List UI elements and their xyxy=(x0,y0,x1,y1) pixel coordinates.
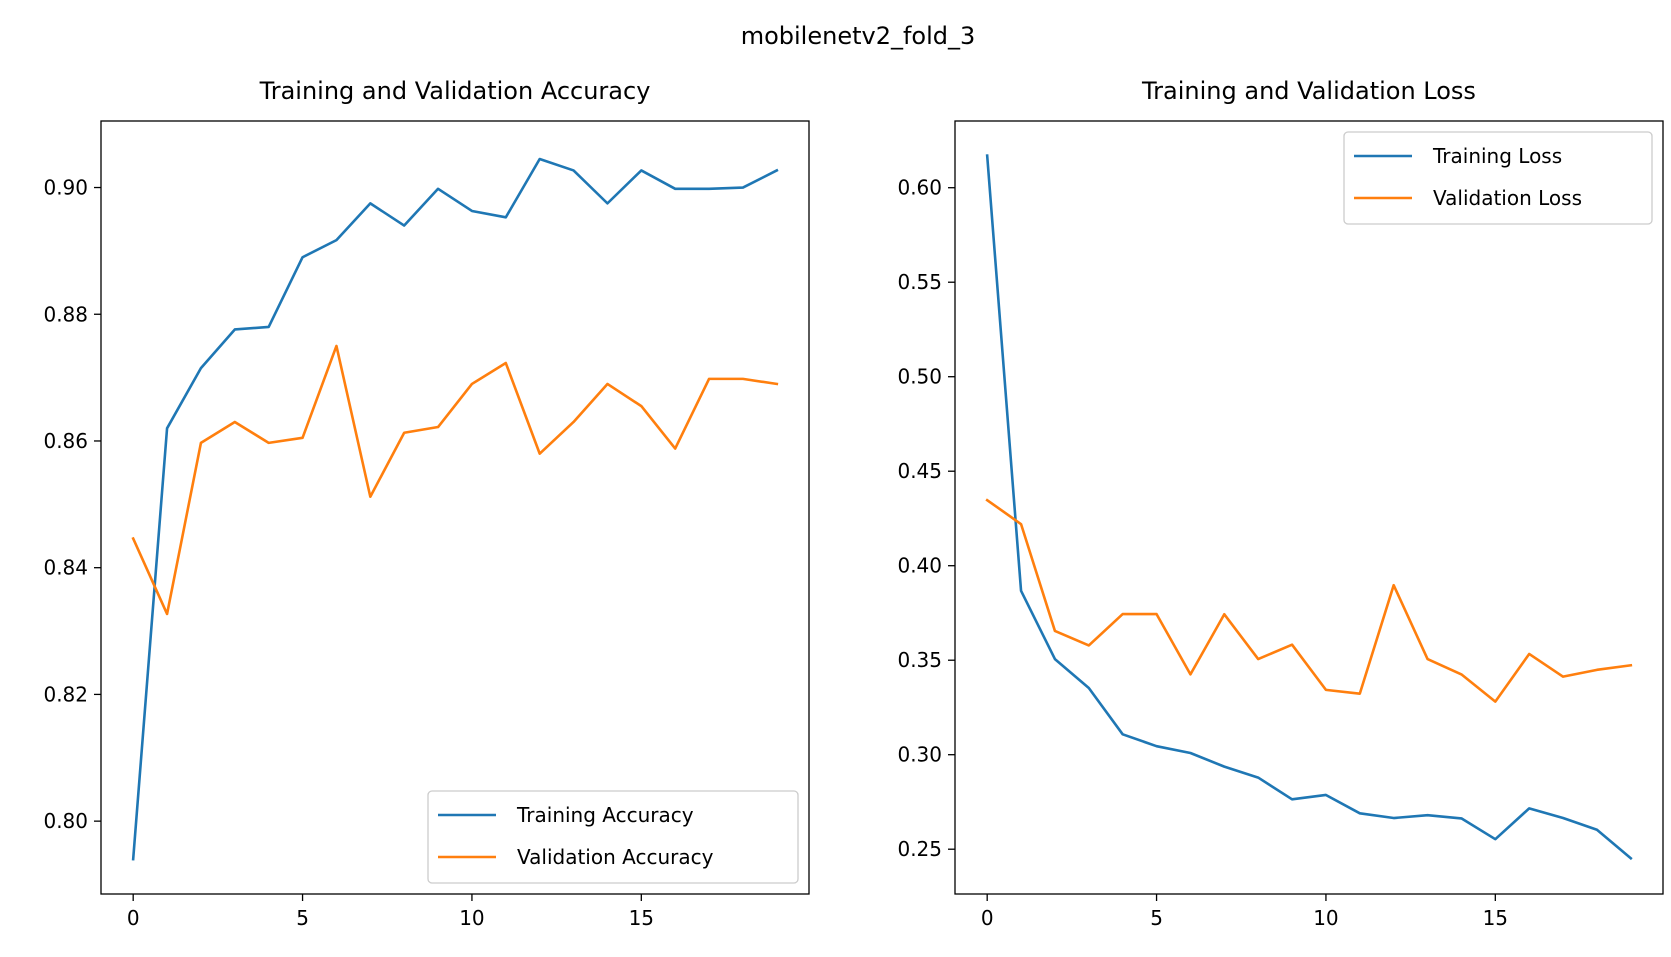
accuracy-y-tick-label: 0.88 xyxy=(43,302,88,326)
accuracy-x-tick-label: 5 xyxy=(296,906,309,930)
loss-y-tick-label: 0.50 xyxy=(897,365,942,389)
accuracy-axes-frame xyxy=(100,120,810,895)
accuracy-x-tick-label: 10 xyxy=(459,906,484,930)
loss-y-tick-label: 0.55 xyxy=(897,270,942,294)
accuracy-plot-area: 0 5 10 15 0.80 0.82 0.84 0.86 0.88 0.90 xyxy=(43,157,779,930)
accuracy-y-tick-label: 0.86 xyxy=(43,429,88,453)
loss-y-tick-label: 0.35 xyxy=(897,648,942,672)
figure-title: mobilenetv2_fold_3 xyxy=(741,22,976,50)
loss-x-tick-label: 5 xyxy=(1150,906,1163,930)
loss-y-tick-label: 0.30 xyxy=(897,743,942,767)
accuracy-legend-box xyxy=(427,790,799,884)
loss-y-tick-label: 0.25 xyxy=(897,837,942,861)
loss-y-tick-label: 0.40 xyxy=(897,554,942,578)
loss-legend-box xyxy=(1343,131,1653,225)
loss-x-tick-label: 0 xyxy=(981,906,994,930)
loss-legend-label: Validation Loss xyxy=(1433,186,1582,210)
accuracy-chart-title: Training and Validation Accuracy xyxy=(259,77,651,105)
accuracy-legend: Training Accuracy Validation Accuracy xyxy=(427,790,799,884)
loss-y-tick-label: 0.60 xyxy=(897,176,942,200)
accuracy-legend-label: Training Accuracy xyxy=(516,803,694,827)
loss-x-tick-label: 10 xyxy=(1313,906,1338,930)
loss-series-training-loss xyxy=(985,154,1633,861)
accuracy-y-tick-label: 0.84 xyxy=(43,556,88,580)
accuracy-legend-label: Validation Accuracy xyxy=(517,845,714,869)
accuracy-series-validation-accuracy xyxy=(131,344,779,616)
accuracy-y-tick-label: 0.82 xyxy=(43,682,88,706)
accuracy-series-training-accuracy xyxy=(131,157,779,861)
loss-axes-frame xyxy=(954,120,1664,895)
accuracy-x-tick-label: 15 xyxy=(629,906,654,930)
loss-plot-area: 0 5 10 15 0.25 0.30 0.35 0.40 0.45 0.50 0.55 0.60 xyxy=(897,154,1633,930)
accuracy-y-tick-label: 0.90 xyxy=(43,176,88,200)
accuracy-x-tick-label: 0 xyxy=(127,906,140,930)
loss-x-tick-label: 15 xyxy=(1483,906,1508,930)
loss-y-tick-label: 0.45 xyxy=(897,459,942,483)
accuracy-chart: Training and Validation Accuracy 0 5 10 150… xyxy=(43,77,810,930)
accuracy-y-tick-label: 0.80 xyxy=(43,809,88,833)
loss-chart-title: Training and Validation Loss xyxy=(1141,77,1476,105)
loss-legend: Training Loss Validation Loss xyxy=(1343,131,1653,225)
loss-chart: Training and Validation Loss 0 5 10 150.250… xyxy=(897,77,1664,930)
loss-series-validation-loss xyxy=(985,498,1633,703)
loss-legend-label: Training Loss xyxy=(1432,144,1562,168)
